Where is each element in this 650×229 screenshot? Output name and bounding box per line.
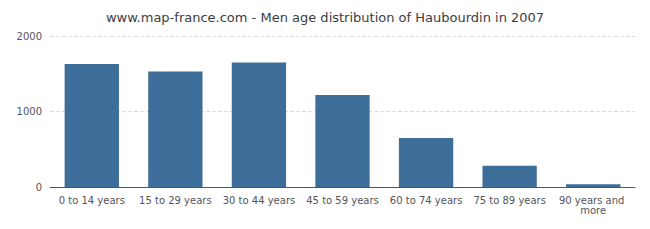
svg-text:www.map-france.com - Men age d: www.map-france.com - Men age distributio… — [106, 10, 544, 25]
svg-text:90 years and: 90 years and — [558, 194, 628, 206]
svg-text:45 to 59 years: 45 to 59 years — [306, 195, 379, 206]
svg-text:60 to 74 years: 60 to 74 years — [390, 195, 463, 206]
svg-text:15 to 29 years: 15 to 29 years — [139, 195, 212, 206]
svg-text:more: more — [580, 205, 606, 216]
svg-text:75 to 89 years: 75 to 89 years — [473, 195, 546, 206]
svg-text:2000: 2000 — [17, 31, 42, 42]
svg-text:0: 0 — [36, 182, 42, 193]
svg-text:1000: 1000 — [17, 106, 42, 117]
svg-text:30 to 44 years: 30 to 44 years — [223, 195, 296, 206]
svg-text:0 to 14 years: 0 to 14 years — [59, 195, 125, 206]
